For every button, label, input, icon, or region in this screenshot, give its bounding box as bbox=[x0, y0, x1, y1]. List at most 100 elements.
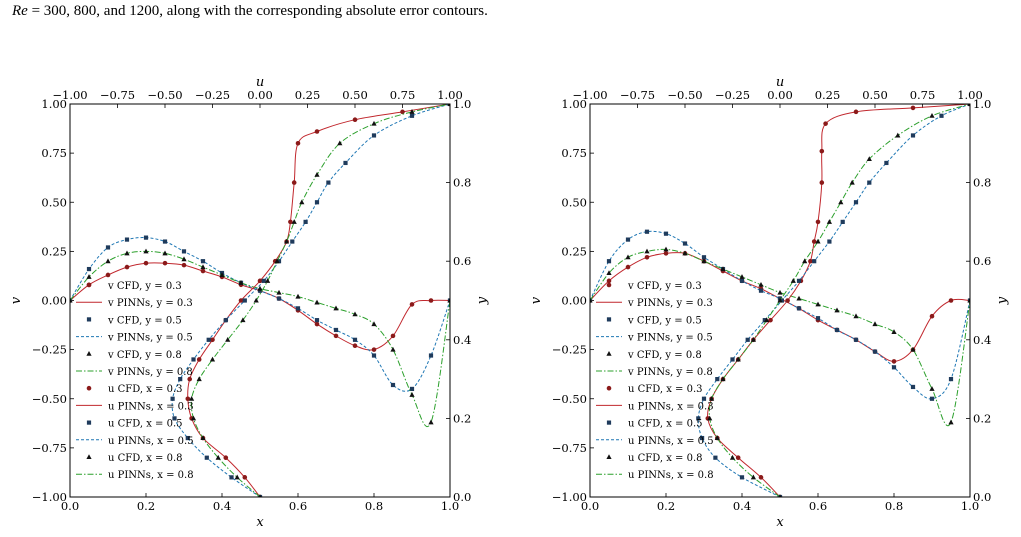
top-tick-label: −1.00 bbox=[572, 88, 607, 102]
y-tick-label: 0.00 bbox=[41, 294, 67, 308]
plot-area bbox=[70, 104, 450, 497]
u-cfd-point bbox=[819, 148, 825, 154]
u-cfd-point bbox=[758, 475, 764, 480]
u-cfd-point bbox=[808, 258, 813, 264]
top-tick-label: −0.75 bbox=[100, 88, 135, 102]
right-axis-label: y bbox=[475, 296, 490, 305]
u-cfd-point bbox=[720, 376, 726, 382]
top-tick-label: 1.00 bbox=[957, 88, 983, 102]
x-axis-label: x bbox=[776, 515, 784, 530]
v-cfd-point bbox=[124, 250, 130, 256]
legend-label: u CFD, x = 0.8 bbox=[108, 453, 183, 464]
x-tick-label: 0.2 bbox=[137, 499, 155, 513]
v-cfd-point bbox=[644, 248, 650, 254]
v-pinn-line-y08 bbox=[70, 250, 450, 427]
v-cfd-point bbox=[872, 321, 878, 327]
u-cfd-point bbox=[730, 357, 735, 362]
v-cfd-point bbox=[948, 377, 954, 382]
u-pinn-line-x08 bbox=[190, 104, 450, 497]
u-cfd-point bbox=[815, 238, 821, 244]
v-cfd-point bbox=[181, 249, 187, 254]
u-cfd-point bbox=[779, 298, 784, 303]
u-cfd-point bbox=[303, 219, 308, 224]
v-cfd-point bbox=[853, 337, 859, 342]
u-cfd-point bbox=[811, 239, 817, 244]
u-pinn-line-x08 bbox=[708, 104, 970, 497]
v-cfd-point bbox=[162, 260, 168, 266]
y-tick-label: 0.75 bbox=[41, 146, 67, 160]
v-cfd-point bbox=[200, 268, 206, 274]
plot-frame bbox=[589, 103, 971, 498]
x-tick-label: 0.8 bbox=[365, 499, 383, 513]
x-tick-label: 0.8 bbox=[885, 499, 903, 513]
u-cfd-point bbox=[204, 455, 209, 460]
v-cfd-point bbox=[371, 321, 377, 327]
legend-label: v PINNs, y = 0.5 bbox=[107, 333, 193, 344]
v-cfd-point bbox=[409, 386, 415, 392]
u-cfd-point bbox=[739, 475, 745, 480]
right-tick-label: 0.2 bbox=[453, 411, 471, 425]
caption-text: = 300, 800, and 1200, along with the cor… bbox=[27, 3, 488, 19]
v-cfd-point bbox=[447, 297, 450, 303]
u-cfd-point bbox=[777, 297, 783, 303]
legend-marker bbox=[86, 420, 92, 425]
v-cfd-point bbox=[682, 241, 688, 246]
v-cfd-point bbox=[276, 296, 282, 301]
v-cfd-point bbox=[333, 327, 339, 333]
u-cfd-point bbox=[196, 357, 202, 362]
u-cfd-point bbox=[257, 278, 263, 284]
u-cfd-point bbox=[172, 416, 177, 421]
u-cfd-point bbox=[238, 298, 244, 303]
y-tick-label: 0.00 bbox=[561, 294, 587, 308]
top-tick-label: 0.75 bbox=[910, 88, 936, 102]
u-cfd-point bbox=[206, 337, 211, 342]
u-cfd-point bbox=[715, 377, 720, 382]
u-cfd-point bbox=[178, 377, 183, 382]
top-axis-label: u bbox=[256, 75, 264, 90]
v-cfd-point bbox=[625, 264, 631, 270]
v-cfd-point bbox=[105, 272, 111, 278]
x-tick-label: 0.6 bbox=[809, 499, 827, 513]
u-cfd-point bbox=[790, 278, 796, 283]
u-cfd-point bbox=[714, 435, 720, 441]
y-tick-label: −1.00 bbox=[552, 490, 587, 504]
v-cfd-point bbox=[777, 289, 783, 295]
v-cfd-point bbox=[257, 285, 263, 291]
v-cfd-point bbox=[428, 419, 434, 425]
v-cfd-point bbox=[606, 259, 612, 264]
y-tick-label: 1.00 bbox=[41, 97, 67, 111]
legend-label: u PINNs, x = 0.3 bbox=[108, 401, 194, 412]
v-cfd-point bbox=[758, 288, 764, 293]
v-cfd-point bbox=[162, 239, 168, 244]
x-tick-label: 0.0 bbox=[61, 499, 79, 513]
v-cfd-point bbox=[739, 278, 745, 283]
legend-marker bbox=[606, 385, 612, 391]
u-cfd-point bbox=[223, 455, 229, 461]
u-cfd-point bbox=[400, 109, 405, 115]
u-cfd-point bbox=[189, 395, 195, 401]
u-cfd-point bbox=[299, 199, 305, 205]
x-tick-label: 1.0 bbox=[441, 499, 459, 513]
v-cfd-point bbox=[295, 293, 301, 299]
u-cfd-point bbox=[713, 455, 718, 460]
u-cfd-point bbox=[409, 109, 415, 114]
u-cfd-point bbox=[840, 219, 845, 224]
x-tick-label: 0.0 bbox=[581, 499, 599, 513]
top-tick-label: −0.25 bbox=[195, 88, 230, 102]
legend-label: u PINNs, x = 0.5 bbox=[108, 436, 194, 447]
y-tick-label: 1.00 bbox=[561, 97, 587, 111]
legend-marker bbox=[606, 317, 612, 322]
figure-caption: Re = 300, 800, and 1200, along with the … bbox=[12, 3, 488, 20]
u-cfd-point bbox=[326, 180, 331, 185]
u-cfd-point bbox=[709, 395, 715, 401]
v-cfd-point bbox=[352, 311, 358, 317]
u-cfd-point bbox=[939, 113, 944, 118]
u-cfd-point bbox=[288, 219, 293, 225]
legend-label: u PINNs, x = 0.8 bbox=[628, 470, 714, 481]
u-cfd-point bbox=[796, 278, 802, 283]
u-pinn-line-x03 bbox=[707, 104, 970, 497]
v-cfd-point bbox=[409, 302, 415, 307]
v-cfd-point bbox=[124, 264, 130, 270]
u-cfd-point bbox=[234, 474, 240, 480]
legend-marker bbox=[606, 454, 612, 459]
